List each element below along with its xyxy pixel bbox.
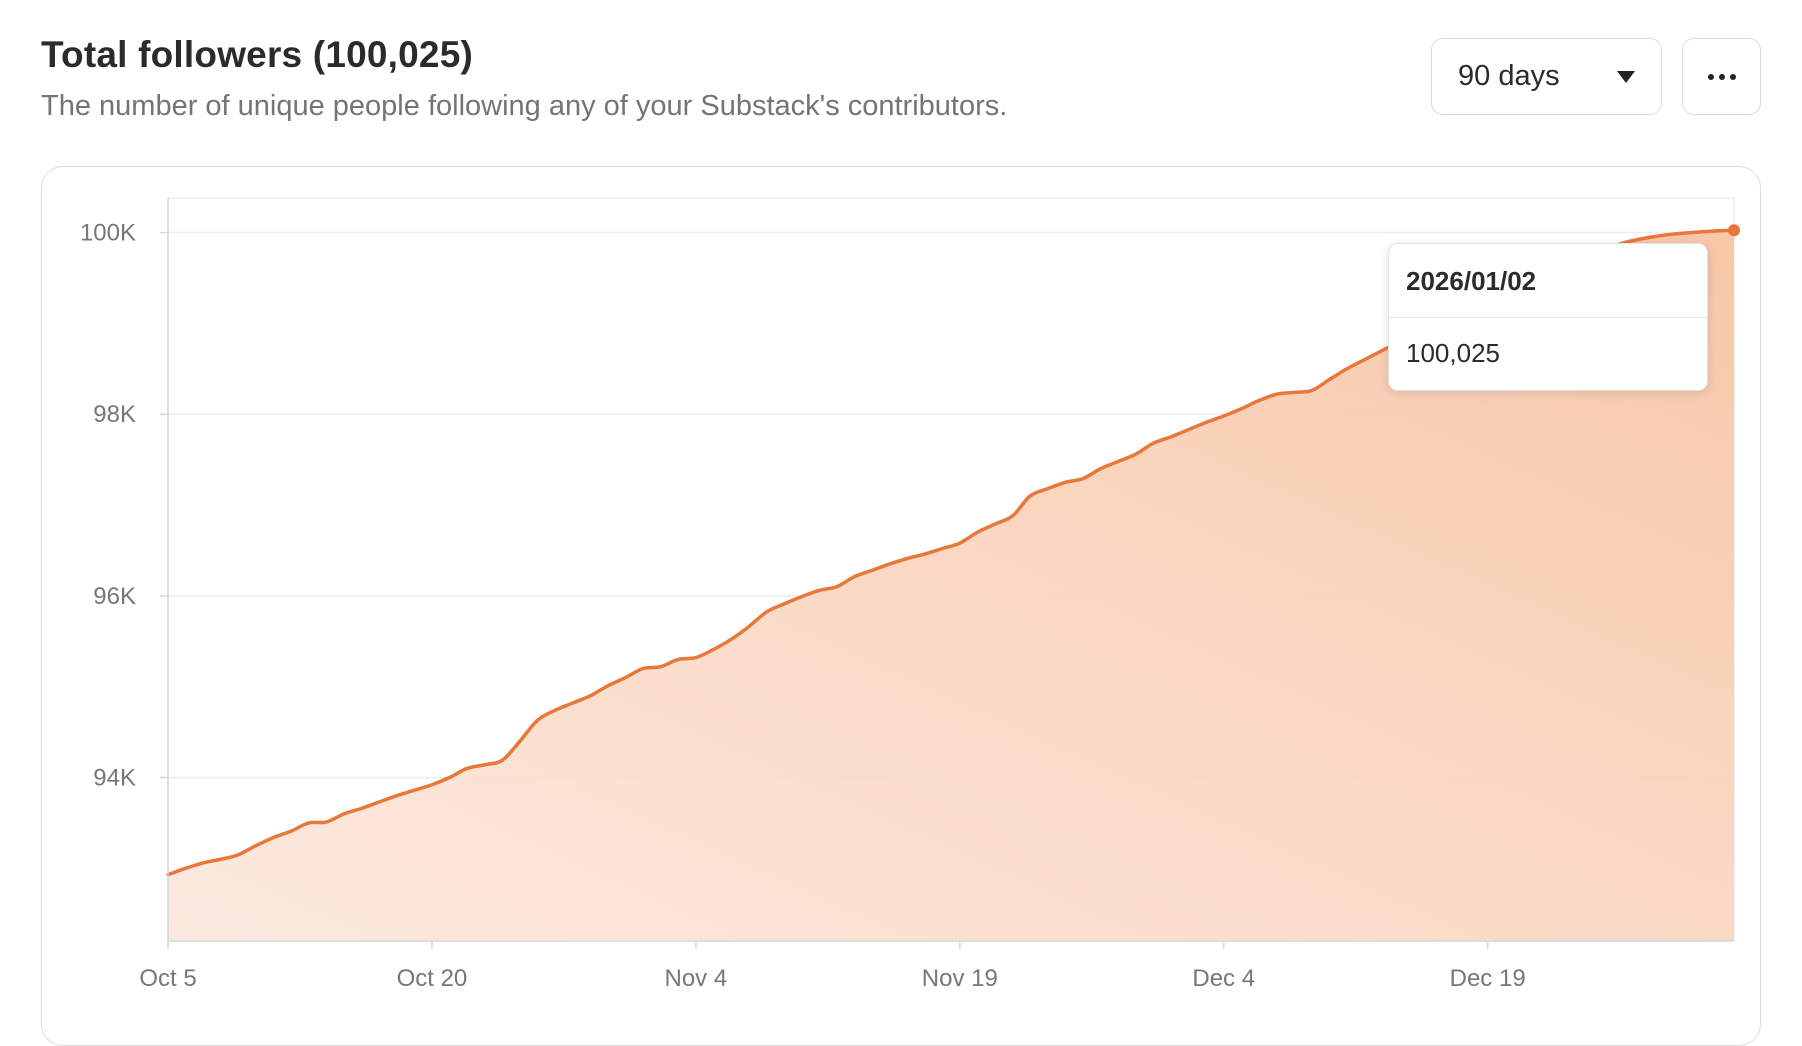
x-tick-label: Dec 4 bbox=[1192, 965, 1255, 992]
hover-point-marker bbox=[1728, 224, 1740, 237]
x-tick-label: Dec 19 bbox=[1450, 965, 1526, 992]
date-range-select[interactable]: 90 days bbox=[1431, 38, 1662, 115]
tooltip-date: 2026/01/02 bbox=[1389, 244, 1707, 318]
page-title: Total followers (100,025) bbox=[41, 34, 473, 75]
page-subtitle: The number of unique people following an… bbox=[41, 90, 1008, 122]
caret-down-icon bbox=[1617, 70, 1635, 83]
chart-tooltip: 2026/01/02 100,025 bbox=[1388, 243, 1708, 391]
x-tick-label: Oct 20 bbox=[397, 965, 468, 992]
x-tick-label: Nov 19 bbox=[922, 965, 998, 992]
x-tick-label: Nov 4 bbox=[665, 965, 728, 992]
more-options-button[interactable] bbox=[1682, 38, 1761, 115]
x-tick-label: Oct 5 bbox=[139, 965, 196, 992]
date-range-label: 90 days bbox=[1458, 60, 1560, 92]
y-tick-label: 98K bbox=[93, 401, 136, 428]
tooltip-value: 100,025 bbox=[1406, 338, 1500, 368]
series-area bbox=[168, 230, 1734, 941]
y-tick-label: 100K bbox=[80, 220, 136, 247]
y-tick-label: 94K bbox=[93, 765, 136, 792]
y-tick-label: 96K bbox=[93, 583, 136, 610]
more-horizontal-icon bbox=[1707, 73, 1736, 80]
